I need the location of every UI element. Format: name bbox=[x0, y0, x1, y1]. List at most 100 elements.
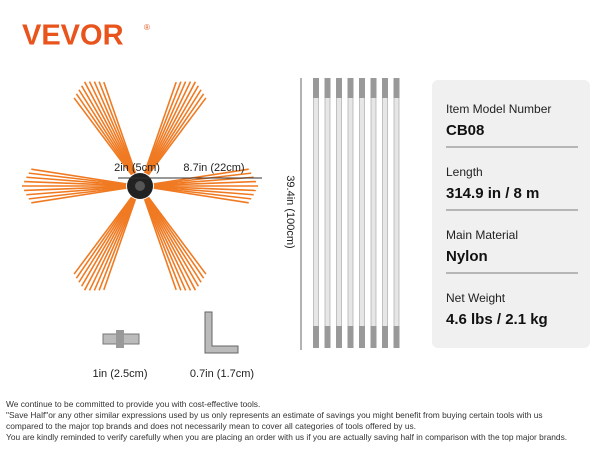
rod-end bbox=[382, 326, 388, 348]
rod-end bbox=[370, 78, 377, 98]
wrench bbox=[204, 311, 239, 354]
bristle bbox=[103, 81, 137, 174]
bristle bbox=[31, 168, 127, 185]
bristle bbox=[78, 197, 134, 283]
rod bbox=[336, 91, 342, 329]
spec-value: Nylon bbox=[446, 248, 488, 265]
bristle bbox=[145, 197, 197, 291]
bristle bbox=[143, 198, 177, 291]
bristle bbox=[31, 187, 127, 204]
bristle bbox=[147, 97, 207, 176]
bristle bbox=[103, 198, 137, 291]
bristle bbox=[144, 198, 187, 291]
bristle bbox=[145, 198, 192, 291]
bristle bbox=[147, 93, 205, 175]
bristle bbox=[98, 81, 136, 174]
bristle bbox=[75, 93, 133, 175]
bristle bbox=[88, 198, 135, 291]
disclaimer-line: You are kindly reminded to verify carefu… bbox=[6, 432, 567, 442]
bristle bbox=[83, 197, 135, 291]
rod bbox=[313, 91, 319, 329]
rod-end bbox=[347, 326, 354, 348]
bristle bbox=[88, 81, 135, 174]
rod bbox=[393, 91, 400, 329]
bristle bbox=[144, 198, 182, 291]
spec-label: Length bbox=[446, 165, 483, 179]
spec-label: Net Weight bbox=[446, 291, 506, 305]
rod-end bbox=[313, 326, 319, 348]
rod-end bbox=[347, 78, 354, 98]
rod-end bbox=[313, 78, 319, 98]
adapter-dimension: 1in (2.5cm) bbox=[92, 368, 147, 380]
bristle-dimension: 8.7in (22cm) bbox=[183, 162, 244, 174]
disclaimer-line: compared to the major top brands and doe… bbox=[6, 421, 416, 431]
rod-end bbox=[324, 326, 331, 348]
disclaimer-line: "Save Half"or any other similar expressi… bbox=[6, 410, 543, 420]
bristle bbox=[73, 97, 133, 176]
brush-hub-core bbox=[135, 181, 145, 191]
bristle bbox=[73, 196, 133, 275]
bristle bbox=[24, 185, 127, 192]
bristle bbox=[153, 176, 254, 186]
bristle bbox=[147, 196, 207, 275]
adapter bbox=[102, 330, 140, 348]
brush bbox=[22, 81, 258, 291]
bristle bbox=[93, 198, 136, 291]
disclaimer-line: We continue to be committed to provide y… bbox=[6, 399, 260, 409]
bristle bbox=[146, 89, 202, 175]
bristle bbox=[146, 197, 202, 283]
spec-panel bbox=[432, 80, 590, 348]
bristle bbox=[83, 81, 135, 175]
bristle bbox=[93, 81, 136, 174]
bristle bbox=[145, 81, 197, 175]
bristle bbox=[24, 180, 127, 187]
wrench-dimension: 0.7in (1.7cm) bbox=[190, 368, 254, 380]
bristle bbox=[26, 176, 127, 186]
brand-mark: ® bbox=[144, 23, 150, 32]
bristle bbox=[153, 186, 252, 200]
bristle bbox=[144, 81, 187, 174]
bristle bbox=[153, 185, 256, 192]
bristle bbox=[146, 85, 200, 175]
bristle bbox=[26, 186, 127, 196]
bristle bbox=[153, 180, 256, 187]
rod bbox=[370, 91, 377, 329]
rod-end bbox=[336, 326, 342, 348]
bristle bbox=[80, 85, 134, 175]
bristle bbox=[153, 187, 249, 204]
hub-dimension: 2in (5cm) bbox=[114, 162, 160, 174]
bristle bbox=[146, 197, 200, 287]
rod bbox=[359, 91, 365, 329]
rod-end bbox=[324, 78, 331, 98]
rod-end bbox=[393, 326, 400, 348]
bristle bbox=[153, 168, 249, 185]
spec-label: Main Material bbox=[446, 228, 518, 242]
disclaimer: We continue to be committed to provide y… bbox=[6, 399, 567, 442]
rod-end bbox=[382, 78, 388, 98]
bristle bbox=[144, 81, 182, 174]
rod bbox=[347, 91, 354, 329]
bristle bbox=[78, 89, 134, 175]
rod-end bbox=[359, 78, 365, 98]
bristle bbox=[98, 198, 136, 291]
spec-list: Item Model Number CB08 Length 314.9 in / 8 … bbox=[446, 102, 578, 328]
rod-dimension: 39.4in (100cm) bbox=[284, 175, 296, 248]
rod-end bbox=[370, 326, 377, 348]
brand-name: VEVOR bbox=[22, 20, 124, 52]
bristle bbox=[28, 172, 127, 186]
rods bbox=[313, 78, 400, 348]
bristle bbox=[75, 197, 133, 279]
rod-end bbox=[393, 78, 400, 98]
bristle bbox=[80, 197, 134, 287]
spec-value: 4.6 lbs / 2.1 kg bbox=[446, 311, 548, 328]
bristle bbox=[153, 172, 252, 186]
bristle bbox=[147, 197, 205, 279]
rod-end bbox=[359, 326, 365, 348]
bristle bbox=[153, 186, 254, 196]
bristle bbox=[145, 81, 192, 174]
spec-label: Item Model Number bbox=[446, 102, 551, 116]
spec-value: CB08 bbox=[446, 122, 484, 139]
spec-value: 314.9 in / 8 m bbox=[446, 185, 539, 202]
